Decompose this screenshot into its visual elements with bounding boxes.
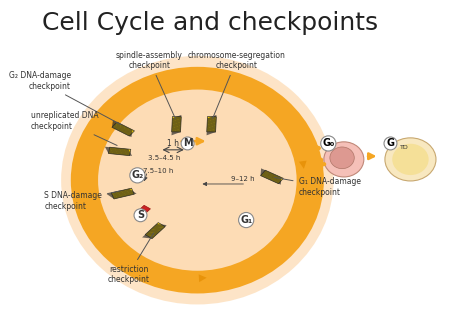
- Polygon shape: [273, 174, 277, 183]
- Polygon shape: [124, 126, 128, 135]
- Text: G₀: G₀: [322, 138, 335, 148]
- Polygon shape: [116, 191, 128, 197]
- Text: unreplicated DNA
checkpoint: unreplicated DNA checkpoint: [31, 111, 117, 146]
- Polygon shape: [207, 122, 216, 128]
- Polygon shape: [261, 168, 265, 177]
- Ellipse shape: [324, 142, 364, 177]
- Ellipse shape: [61, 56, 334, 305]
- Polygon shape: [107, 193, 118, 199]
- Text: S DNA-damage
checkpoint: S DNA-damage checkpoint: [44, 191, 120, 211]
- Text: Cell Cycle and checkpoints: Cell Cycle and checkpoints: [42, 11, 378, 35]
- Text: G: G: [386, 138, 394, 148]
- FancyBboxPatch shape: [145, 223, 165, 239]
- Wedge shape: [187, 93, 319, 247]
- Polygon shape: [111, 192, 123, 198]
- Polygon shape: [116, 122, 121, 131]
- Polygon shape: [172, 128, 181, 135]
- Polygon shape: [172, 115, 182, 122]
- Text: 3.5–4.5 h: 3.5–4.5 h: [147, 155, 180, 161]
- Polygon shape: [151, 227, 164, 231]
- Polygon shape: [120, 190, 132, 196]
- FancyBboxPatch shape: [207, 117, 216, 132]
- Polygon shape: [207, 125, 216, 132]
- Polygon shape: [128, 128, 133, 137]
- Polygon shape: [207, 118, 216, 125]
- Text: restriction
checkpoint: restriction checkpoint: [108, 233, 154, 284]
- Polygon shape: [154, 224, 167, 228]
- Polygon shape: [145, 232, 158, 236]
- Text: 1 h: 1 h: [167, 139, 179, 148]
- Ellipse shape: [385, 138, 436, 181]
- Polygon shape: [112, 120, 117, 129]
- Polygon shape: [207, 115, 217, 122]
- Polygon shape: [109, 147, 118, 155]
- Polygon shape: [105, 147, 113, 154]
- Text: S: S: [137, 210, 144, 220]
- Text: TD: TD: [400, 145, 409, 150]
- Polygon shape: [172, 122, 181, 128]
- Text: G₁ DNA-damage
checkpoint: G₁ DNA-damage checkpoint: [274, 177, 361, 197]
- Polygon shape: [207, 128, 216, 135]
- Polygon shape: [125, 189, 137, 195]
- Ellipse shape: [71, 67, 324, 293]
- Ellipse shape: [392, 144, 428, 175]
- Text: 7.5–10 h: 7.5–10 h: [143, 168, 173, 174]
- Text: G₂: G₂: [131, 170, 144, 180]
- FancyBboxPatch shape: [172, 117, 181, 132]
- Text: chromosome-segregation
checkpoint: chromosome-segregation checkpoint: [188, 51, 285, 118]
- Wedge shape: [80, 180, 275, 268]
- Ellipse shape: [330, 147, 354, 169]
- Ellipse shape: [98, 90, 297, 271]
- Polygon shape: [119, 124, 125, 133]
- Text: G₂ DNA-damage
checkpoint: G₂ DNA-damage checkpoint: [9, 71, 121, 125]
- Text: G₁: G₁: [240, 215, 252, 225]
- Polygon shape: [264, 170, 269, 179]
- Polygon shape: [269, 172, 273, 181]
- Polygon shape: [142, 235, 155, 239]
- Polygon shape: [172, 118, 181, 125]
- Polygon shape: [119, 148, 128, 156]
- Text: spindle-assembly
checkpoint: spindle-assembly checkpoint: [116, 51, 183, 118]
- Polygon shape: [148, 229, 161, 233]
- Polygon shape: [114, 148, 123, 155]
- Polygon shape: [277, 175, 281, 185]
- FancyBboxPatch shape: [111, 188, 134, 199]
- Polygon shape: [172, 125, 181, 132]
- Text: M: M: [183, 138, 192, 148]
- Wedge shape: [76, 93, 197, 203]
- FancyBboxPatch shape: [109, 147, 131, 156]
- FancyBboxPatch shape: [261, 170, 283, 184]
- Polygon shape: [124, 148, 132, 156]
- Text: 9–12 h: 9–12 h: [231, 176, 254, 182]
- FancyBboxPatch shape: [112, 122, 135, 136]
- FancyBboxPatch shape: [139, 205, 150, 213]
